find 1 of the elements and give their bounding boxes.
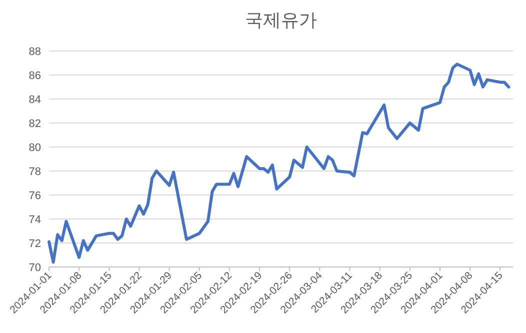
title: 국제유가 bbox=[245, 10, 317, 30]
